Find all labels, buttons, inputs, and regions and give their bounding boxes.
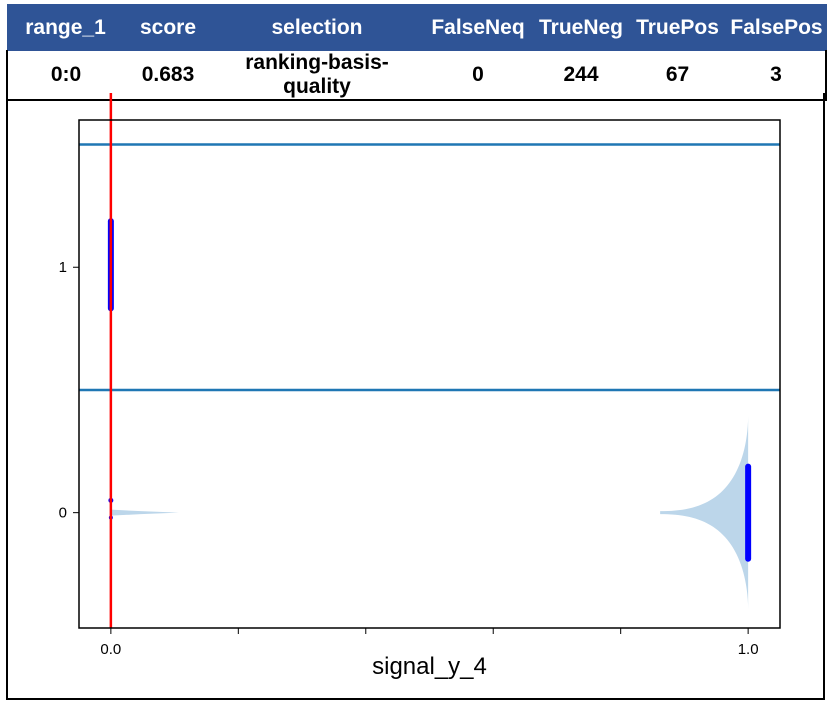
- results-table: range_1 score selection FalseNeq TrueNeg…: [6, 4, 827, 101]
- header-range-1: range_1: [6, 4, 125, 51]
- x-tick-label: 1.0: [738, 641, 759, 658]
- header-false-pos: FalsePos: [726, 4, 827, 51]
- header-false-neq: FalseNeq: [421, 4, 535, 51]
- violin-group-0-x0: [110, 509, 179, 516]
- violin-group-0-x1: [660, 416, 749, 610]
- cell-false-neq: 0: [422, 50, 534, 101]
- header-true-neg: TrueNeg: [533, 4, 629, 51]
- violin-plot: 0.0 1.0 0 1 signal_y_4: [59, 93, 781, 680]
- x-tick-label: 0.0: [100, 641, 121, 658]
- plot-frame: [78, 119, 781, 629]
- cell-selection: ranking-basis-quality: [212, 50, 422, 101]
- table-header-row: range_1 score selection FalseNeq TrueNeg…: [6, 4, 827, 51]
- y-tick-label: 0: [59, 505, 67, 522]
- cell-range-1: 0:0: [6, 50, 124, 101]
- plot-panel: 0.0 1.0 0 1 signal_y_4: [6, 93, 825, 700]
- cell-true-neg: 244: [534, 50, 628, 101]
- cell-score: 0.683: [124, 50, 212, 101]
- cell-false-pos: 3: [727, 50, 827, 101]
- table-row: 0:0 0.683 ranking-basis-quality 0 244 67…: [6, 50, 827, 101]
- x-axis-label: signal_y_4: [372, 653, 487, 680]
- header-true-pos: TruePos: [627, 4, 728, 51]
- header-selection: selection: [211, 4, 423, 51]
- cell-true-pos: 67: [628, 50, 727, 101]
- points-y0-x1: [745, 463, 752, 562]
- header-score: score: [123, 4, 213, 51]
- y-tick-label: 1: [59, 259, 67, 276]
